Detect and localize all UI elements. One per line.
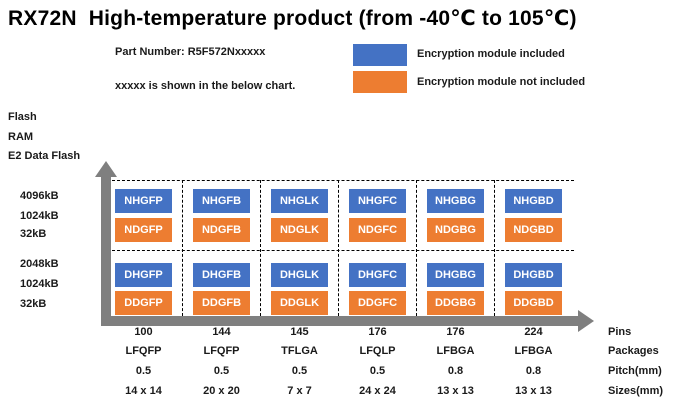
grid-line-horizontal <box>112 250 574 251</box>
memory-size-label: 32kB <box>20 298 47 310</box>
grid-line-horizontal <box>112 180 574 181</box>
spec-cell-pins: 176 <box>446 326 465 338</box>
spec-cell-size: 13 x 13 <box>515 385 552 397</box>
spec-cell-package: LFQFP <box>203 345 240 357</box>
footer-label-sizes: Sizes(mm) <box>608 385 664 397</box>
spec-cell-size: 13 x 13 <box>437 385 474 397</box>
spec-cell-pins: 145 <box>290 326 309 338</box>
grid-line-vertical <box>494 180 495 316</box>
part-box: NDGFP <box>115 218 172 242</box>
x-axis-arrow <box>101 316 578 326</box>
part-box: DHGBG <box>427 263 484 287</box>
footer-label-pitch: Pitch(mm) <box>608 365 662 377</box>
spec-cell-pitch: 0.8 <box>525 365 542 377</box>
legend-swatch-included <box>353 44 407 66</box>
part-box: DDGLK <box>271 291 328 315</box>
spec-cell-pitch: 0.8 <box>447 365 464 377</box>
part-box: NDGBG <box>427 218 484 242</box>
part-box: DDGBG <box>427 291 484 315</box>
part-number-note: xxxxx is shown in the below chart. <box>115 80 296 92</box>
footer-label-packages: Packages <box>608 345 659 357</box>
grid-line-vertical <box>416 180 417 316</box>
y-axis-arrow-head-icon <box>95 161 117 177</box>
spec-cell-size: 24 x 24 <box>359 385 396 397</box>
part-box: DHGBD <box>505 263 562 287</box>
memory-size-label: 1024kB <box>20 210 59 222</box>
y-axis-arrow <box>101 176 111 326</box>
part-box: NHGBD <box>505 189 562 213</box>
part-box: NHGFP <box>115 189 172 213</box>
part-box: DHGLK <box>271 263 328 287</box>
part-box: DHGFB <box>193 263 250 287</box>
spec-cell-size: 7 x 7 <box>287 385 312 397</box>
part-box: NDGLK <box>271 218 328 242</box>
spec-cell-package: LFQFP <box>125 345 162 357</box>
part-box: DDGFB <box>193 291 250 315</box>
legend-label-not-included: Encryption module not included <box>417 76 586 88</box>
grid-line-vertical <box>182 180 183 316</box>
page-title: RX72N High-temperature product (from -40… <box>8 7 577 30</box>
memory-size-label: 2048kB <box>20 258 59 270</box>
memory-size-label: 4096kB <box>20 190 59 202</box>
part-box: DDGFC <box>349 291 406 315</box>
x-axis-arrow-head-icon <box>578 310 594 332</box>
part-box: NDGBD <box>505 218 562 242</box>
part-box: DDGBD <box>505 291 562 315</box>
legend-swatch-not-included <box>353 71 407 93</box>
spec-cell-pitch: 0.5 <box>135 365 152 377</box>
part-number-text: Part Number: R5F572Nxxxxx <box>115 46 266 58</box>
part-box: NDGFC <box>349 218 406 242</box>
spec-cell-pitch: 0.5 <box>213 365 230 377</box>
part-box: DDGFP <box>115 291 172 315</box>
spec-cell-pins: 144 <box>212 326 231 338</box>
legend-label-included: Encryption module included <box>417 48 565 60</box>
spec-cell-pins: 224 <box>524 326 543 338</box>
spec-cell-size: 20 x 20 <box>203 385 240 397</box>
grid-line-vertical <box>260 180 261 316</box>
part-box: NHGFB <box>193 189 250 213</box>
part-box: DHGFP <box>115 263 172 287</box>
spec-cell-package: LFQLP <box>359 345 396 357</box>
spec-cell-package: TFLGA <box>281 345 318 357</box>
spec-cell-pitch: 0.5 <box>291 365 308 377</box>
part-box: NHGFC <box>349 189 406 213</box>
grid-line-vertical <box>338 180 339 316</box>
spec-cell-pitch: 0.5 <box>369 365 386 377</box>
spec-cell-package: LFBGA <box>514 345 553 357</box>
spec-cell-pins: 100 <box>134 326 153 338</box>
spec-cell-size: 14 x 14 <box>125 385 162 397</box>
part-box: DHGFC <box>349 263 406 287</box>
part-box: NHGBG <box>427 189 484 213</box>
footer-label-pins: Pins <box>608 326 632 338</box>
axis-label-ram: RAM <box>8 131 34 143</box>
axis-label-flash: Flash <box>8 111 37 123</box>
axis-label-e2-data-flash: E2 Data Flash <box>8 150 81 162</box>
spec-cell-pins: 176 <box>368 326 387 338</box>
spec-cell-package: LFBGA <box>436 345 475 357</box>
part-box: NHGLK <box>271 189 328 213</box>
memory-size-label: 32kB <box>20 228 47 240</box>
memory-size-label: 1024kB <box>20 278 59 290</box>
part-box: NDGFB <box>193 218 250 242</box>
